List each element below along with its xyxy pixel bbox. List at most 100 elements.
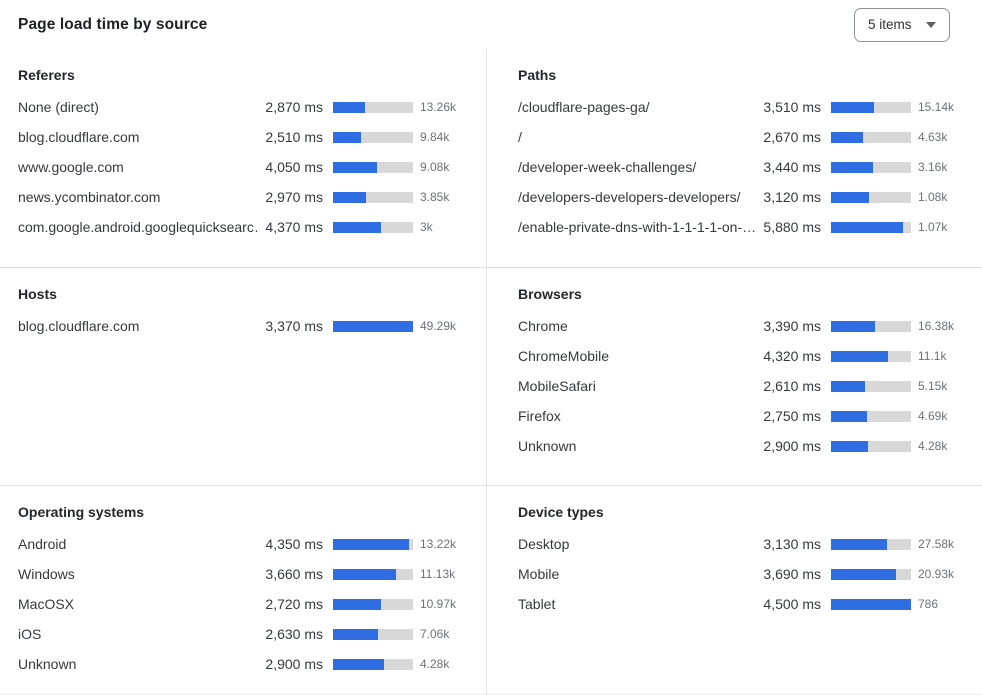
- bar-track: [831, 320, 911, 332]
- row-count-value: 11.1k: [918, 349, 947, 363]
- table-row[interactable]: Mobile 3,690 ms 20.93k: [518, 559, 970, 589]
- bar-fill: [333, 320, 413, 332]
- row-load-time-value: 3,390 ms: [763, 318, 821, 334]
- panel-heading-hosts: Hosts: [18, 286, 57, 302]
- row-load-time-value: 3,130 ms: [763, 536, 821, 552]
- table-row[interactable]: Unknown 2,900 ms 4.28k: [518, 431, 970, 461]
- panel-rows: Android 4,350 ms 13.22k Windows 3,660 ms 11.1…: [18, 529, 472, 679]
- row-label: ChromeMobile: [518, 348, 610, 364]
- row-label: www.google.com: [18, 159, 124, 175]
- table-row[interactable]: Firefox 2,750 ms 4.69k: [518, 401, 970, 431]
- table-row[interactable]: Unknown 2,900 ms 4.28k: [18, 649, 472, 679]
- row-load-time-value: 4,320 ms: [763, 348, 821, 364]
- bar-fill: [831, 380, 865, 392]
- bar-track: [831, 191, 911, 203]
- row-load-time-value: 3,120 ms: [763, 189, 821, 205]
- table-row[interactable]: blog.cloudflare.com 3,370 ms 49.29k: [18, 311, 472, 341]
- row-count-value: 1.07k: [918, 220, 948, 234]
- table-row[interactable]: iOS 2,630 ms 7.06k: [18, 619, 472, 649]
- row-label: Tablet: [518, 596, 556, 612]
- bar-fill: [333, 568, 397, 580]
- row-count-value: 7.06k: [420, 627, 450, 641]
- bar-fill: [831, 101, 875, 113]
- row-count-value: 1.08k: [918, 190, 948, 204]
- table-row[interactable]: /developer-week-challenges/3,440 ms 3.16k: [518, 152, 970, 182]
- row-label: /: [518, 129, 522, 145]
- bar-track: [831, 221, 911, 233]
- table-row[interactable]: ChromeMobile 4,320 ms 11.1k: [518, 341, 970, 371]
- items-count-select[interactable]: 5 items: [854, 7, 950, 42]
- table-row[interactable]: Desktop 3,130 ms 27.58k: [518, 529, 970, 559]
- bar-track: [831, 161, 911, 173]
- table-row[interactable]: MacOSX 2,720 ms 10.97k: [18, 589, 472, 619]
- bar-track: [333, 628, 413, 640]
- row-count-value: 20.93k: [918, 567, 955, 581]
- row-label: com.google.android.googlequicksearc…: [18, 219, 260, 235]
- row-load-time-value: 4,050 ms: [265, 159, 323, 175]
- panel-rows: /cloudflare-pages-ga/3,510 ms 15.14k / 2,67…: [518, 92, 970, 242]
- row-label: /developer-week-challenges/: [518, 159, 697, 175]
- row-load-time-value: 5,880 ms: [763, 219, 821, 235]
- table-row[interactable]: MobileSafari 2,610 ms 5.15k: [518, 371, 970, 401]
- table-row[interactable]: Chrome 3,390 ms 16.38k: [518, 311, 970, 341]
- bar-track: [333, 131, 413, 143]
- table-row[interactable]: Android 4,350 ms 13.22k: [18, 529, 472, 559]
- items-count-value: 5 items: [868, 17, 912, 32]
- table-row[interactable]: /cloudflare-pages-ga/3,510 ms 15.14k: [518, 92, 970, 122]
- panel-browsers: Browsers Chrome 3,390 ms 16.38k ChromeMobil…: [486, 267, 982, 485]
- table-row[interactable]: Windows 3,660 ms 11.13k: [18, 559, 472, 589]
- row-label: Windows: [18, 566, 75, 582]
- row-count-value: 4.28k: [918, 439, 948, 453]
- row-count-value: 13.22k: [420, 537, 457, 551]
- bar-fill: [333, 221, 381, 233]
- row-load-time-value: 2,670 ms: [763, 129, 821, 145]
- page-title: Page load time by source: [18, 15, 208, 33]
- bar-fill: [831, 410, 867, 422]
- table-row[interactable]: Tablet 4,500 ms 786: [518, 589, 970, 619]
- panel-rows: Chrome 3,390 ms 16.38k ChromeMobile 4,320 ms…: [518, 311, 970, 461]
- row-label: Unknown: [518, 438, 577, 454]
- table-row[interactable]: www.google.com 4,050 ms 9.08k: [18, 152, 472, 182]
- table-row[interactable]: None (direct) 2,870 ms 13.26k: [18, 92, 472, 122]
- bar-track: [831, 440, 911, 452]
- row-label: MobileSafari: [518, 378, 596, 394]
- row-label: Desktop: [518, 536, 570, 552]
- bar-track: [831, 131, 911, 143]
- row-load-time-value: 3,510 ms: [763, 99, 821, 115]
- bar-fill: [831, 350, 888, 362]
- table-row[interactable]: /developers-developers-developers/3,120 …: [518, 182, 970, 212]
- panel-operating-systems: Operating systems Android 4,350 ms 13.22k W…: [0, 485, 486, 694]
- panel-rows: blog.cloudflare.com 3,370 ms 49.29k: [18, 311, 472, 341]
- table-row[interactable]: blog.cloudflare.com 2,510 ms 9.84k: [18, 122, 472, 152]
- row-label: None (direct): [18, 99, 99, 115]
- row-load-time-value: 2,900 ms: [265, 656, 323, 672]
- row-label: iOS: [18, 626, 42, 642]
- row-load-time-value: 2,750 ms: [763, 408, 821, 424]
- bar-fill: [333, 538, 409, 550]
- table-row[interactable]: news.ycombinator.com 2,970 ms 3.85k: [18, 182, 472, 212]
- bar-track: [333, 320, 413, 332]
- table-row[interactable]: /enable-private-dns-with-1-1-1-1-on-… 5,8…: [518, 212, 970, 242]
- panel-hosts: Hosts blog.cloudflare.com 3,370 ms 49.29k: [0, 267, 486, 485]
- bar-fill: [333, 101, 365, 113]
- row-load-time-value: 2,900 ms: [763, 438, 821, 454]
- row-count-value: 4.28k: [420, 657, 450, 671]
- row-count-value: 786: [918, 597, 939, 611]
- row-count-value: 3.85k: [420, 190, 450, 204]
- table-row[interactable]: com.google.android.googlequicksearc… 4,37…: [18, 212, 472, 242]
- bar-track: [831, 568, 911, 580]
- bar-fill: [831, 161, 873, 173]
- row-load-time-value: 4,350 ms: [265, 536, 323, 552]
- row-load-time-value: 2,970 ms: [265, 189, 323, 205]
- table-row[interactable]: / 2,670 ms 4.63k: [518, 122, 970, 152]
- panel-device-types: Device types Desktop 3,130 ms 27.58k Mobile…: [486, 485, 982, 694]
- row-label: news.ycombinator.com: [18, 189, 161, 205]
- bar-fill: [831, 440, 869, 452]
- row-count-value: 16.38k: [918, 319, 955, 333]
- panel-referers: Referers None (direct) 2,870 ms 13.26k blog…: [0, 49, 486, 267]
- panel-rows: None (direct) 2,870 ms 13.26k blog.cloudfla…: [18, 92, 472, 242]
- bar-track: [333, 101, 413, 113]
- bar-fill: [831, 191, 869, 203]
- row-load-time-value: 3,440 ms: [763, 159, 821, 175]
